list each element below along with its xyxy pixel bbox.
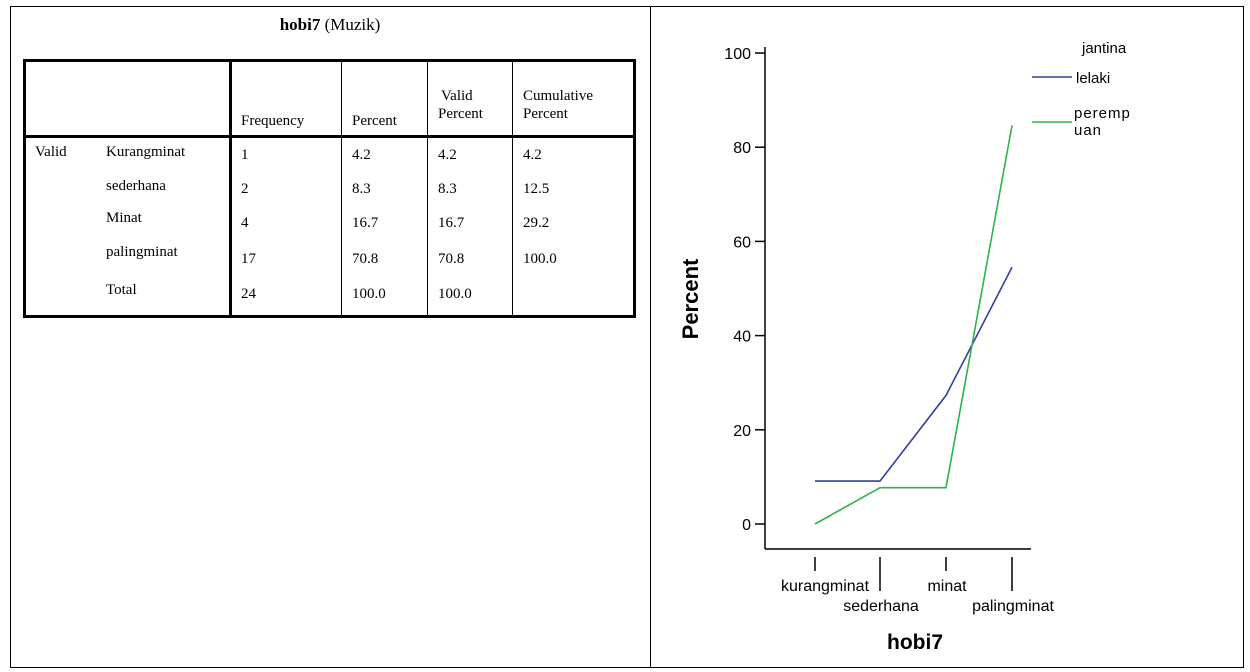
chart-axes — [764, 47, 1031, 550]
cell-cumulative-percent: 100.0 — [523, 251, 557, 267]
cell-cumulative-percent: 12.5 — [523, 181, 550, 197]
cell-valid-percent: 8.3 — [438, 181, 457, 197]
table-col-divider — [427, 59, 428, 318]
header-cumulative-percent: Percent — [523, 106, 568, 122]
y-tick-label: 40 — [733, 329, 751, 346]
header-cumulative: Cumulative — [523, 88, 593, 104]
row-label: Minat — [106, 210, 142, 226]
table-header-divider — [23, 135, 636, 138]
cell-frequency: 24 — [241, 286, 256, 302]
legend-label: peremp — [1074, 105, 1131, 122]
line-chart: 0 20 40 60 80 100 kurangminat sederhana minatpa… — [678, 40, 1131, 654]
cell-percent: 16.7 — [352, 215, 379, 231]
header-percent: Percent — [352, 113, 397, 129]
header-valid-percent: Percent — [438, 106, 483, 122]
cell-percent: 4.2 — [352, 147, 371, 163]
document-frame — [10, 6, 1244, 668]
y-axis-ticks: 0 20 40 60 80 100 — [724, 46, 765, 534]
row-label: sederhana — [106, 178, 166, 194]
cell-cumulative-percent: 29.2 — [523, 215, 550, 231]
legend-label: uan — [1074, 122, 1102, 139]
row-label: Kurangminat — [106, 144, 186, 160]
frequency-table — [23, 59, 636, 318]
cell-percent: 8.3 — [352, 181, 371, 197]
y-axis-label: Percent — [678, 258, 703, 339]
cell-valid-percent: 4.2 — [438, 147, 457, 163]
header-frequency: Frequency — [241, 113, 305, 129]
cell-divider — [650, 6, 651, 668]
y-tick-label: 0 — [742, 517, 751, 534]
table-divider-thick — [229, 59, 232, 318]
x-axis-ticks: kurangminat sederhana minat palingminat — [781, 557, 1054, 615]
row-label: palingminat — [106, 244, 178, 260]
y-tick-label: 20 — [733, 423, 751, 440]
legend-title: jantina — [1081, 40, 1127, 57]
x-axis-label: hobi7 — [887, 631, 943, 654]
legend-label: lelaki — [1076, 70, 1110, 87]
cell-valid-percent: 70.8 — [438, 251, 465, 267]
cell-valid-percent: 100.0 — [438, 286, 472, 302]
x-tick-label: minat — [927, 578, 967, 595]
x-tick-label: sederhana — [843, 598, 919, 615]
series-line-lelaki — [815, 266, 1013, 482]
cell-cumulative-percent: 4.2 — [523, 147, 542, 163]
series-line-perempuan — [814, 125, 1013, 525]
table-col-divider — [341, 59, 342, 318]
cell-frequency: 17 — [241, 251, 256, 267]
row-label: Total — [106, 282, 137, 298]
cell-frequency: 2 — [241, 181, 249, 197]
row-group-label: Valid — [35, 144, 67, 160]
chart-series — [814, 125, 1013, 525]
cell-frequency: 4 — [241, 215, 249, 231]
x-tick-label: palingminat — [972, 598, 1054, 615]
table-title: hobi7 (Muzik) — [279, 15, 381, 34]
cell-percent: 100.0 — [352, 286, 386, 302]
header-valid: Valid — [441, 88, 473, 104]
x-tick-label: kurangminat — [781, 578, 870, 595]
y-tick-label: 80 — [733, 140, 751, 157]
cell-percent: 70.8 — [352, 251, 379, 267]
y-tick-label: 100 — [724, 46, 751, 63]
table-col-divider — [512, 59, 513, 318]
y-tick-label: 60 — [733, 234, 751, 251]
cell-valid-percent: 16.7 — [438, 215, 465, 231]
cell-frequency: 1 — [241, 147, 249, 163]
